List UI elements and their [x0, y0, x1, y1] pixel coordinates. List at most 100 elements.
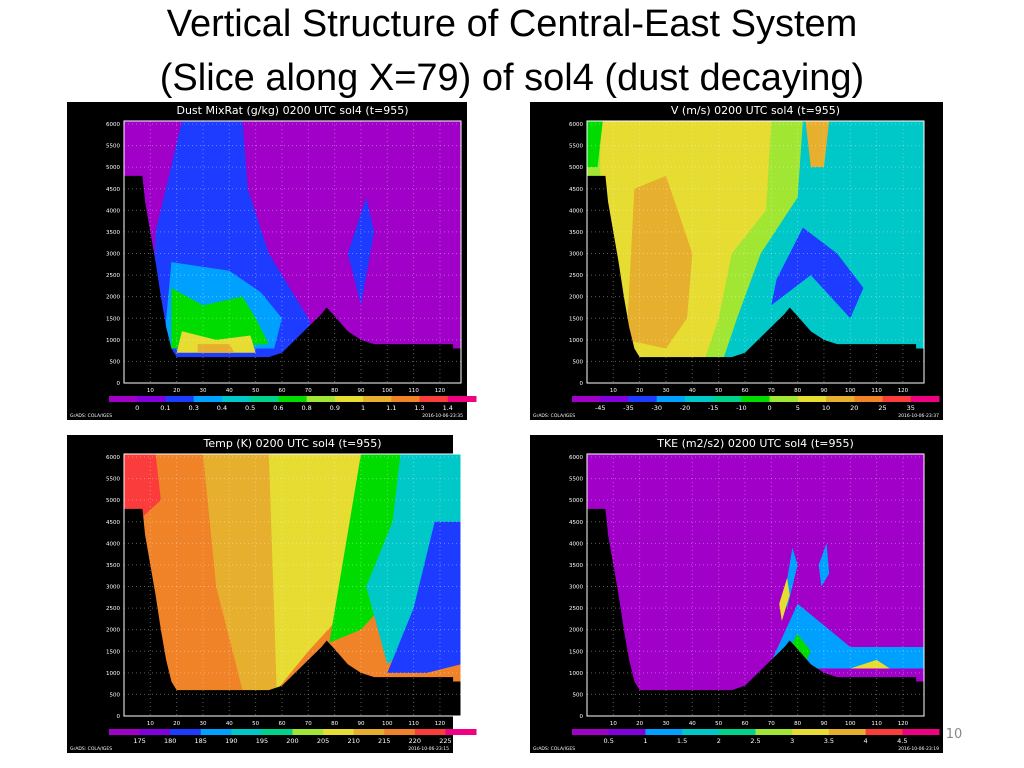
y-tick-label: 1000	[106, 338, 120, 344]
footer-left: GrADS: COLA/IGES	[533, 413, 575, 419]
y-tick-label: 0	[580, 381, 584, 387]
colorbar-label: 185	[195, 737, 207, 745]
colorbar-swatch	[323, 729, 355, 735]
y-tick-label: 2000	[569, 628, 583, 634]
x-tick-label: 70	[768, 721, 775, 727]
colorbar-label: 4.5	[897, 737, 907, 745]
footer-right: 2016-10-06-23:15	[408, 746, 449, 752]
colorbar-swatch	[334, 396, 364, 402]
x-tick-label: 110	[408, 388, 419, 394]
colorbar-label: -30	[651, 404, 662, 412]
colorbar-label: 0.4	[217, 404, 227, 412]
x-tick-label: 90	[820, 388, 827, 394]
colorbar-swatch	[608, 729, 646, 735]
panel-title: Dust MixRat (g/kg) 0200 UTC sol4 (t=955)	[176, 104, 408, 117]
x-tick-label: 80	[794, 721, 801, 727]
y-tick-label: 3000	[106, 252, 120, 258]
y-tick-label: 4000	[106, 208, 120, 214]
colorbar-label: 200	[286, 737, 298, 745]
x-tick-label: 80	[331, 388, 338, 394]
contour-region	[347, 197, 375, 306]
colorbar-label: 35	[907, 404, 915, 412]
plot-frame	[123, 120, 462, 384]
figure-panel: Temp (K) 0200 UTC sol4 (t=955) 0 500 1000 15…	[67, 435, 477, 753]
colorbar-label: 0	[135, 404, 139, 412]
contour-region	[176, 331, 256, 353]
x-tick-label: 40	[689, 388, 696, 394]
terrain	[124, 175, 461, 383]
x-tick-label: 100	[382, 721, 393, 727]
y-tick-label: 500	[110, 359, 121, 365]
y-tick-label: 3500	[106, 230, 120, 236]
contour-region	[805, 121, 830, 168]
colorbar-swatch	[384, 729, 416, 735]
colorbar-swatch	[278, 396, 308, 402]
y-tick-label: 2000	[569, 295, 583, 301]
x-tick-label: 120	[435, 388, 446, 394]
y-tick-label: 2500	[106, 273, 120, 279]
x-tick-label: 20	[636, 388, 643, 394]
colorbar-label: 225	[439, 737, 451, 745]
colorbar-label: 0.1	[160, 404, 170, 412]
y-tick-label: 6000	[569, 122, 583, 128]
x-tick-label: 30	[199, 388, 206, 394]
y-tick-label: 3000	[569, 585, 583, 591]
colorbar-swatch	[645, 729, 683, 735]
x-tick-label: 50	[715, 388, 722, 394]
x-tick-label: 110	[871, 721, 882, 727]
colorbar-swatch	[221, 396, 251, 402]
y-tick-label: 1500	[106, 316, 120, 322]
colorbar-label: 1.4	[443, 404, 453, 412]
footer-right: 2016-10-06-23:37	[898, 413, 939, 419]
x-tick-label: 50	[252, 721, 259, 727]
colorbar-label: -35	[623, 404, 634, 412]
colorbar-swatch	[718, 729, 756, 735]
slide-title: (Slice along X=79) of sol4 (dust decayin…	[159, 57, 865, 99]
colorbar-swatch	[792, 729, 830, 735]
figure-panel: V (m/s) 0200 UTC sol4 (t=955)05001000150…	[530, 102, 943, 420]
y-tick-label: 0	[580, 714, 584, 720]
x-tick-label: 20	[173, 721, 180, 727]
x-tick-label: 20	[173, 388, 180, 394]
y-tick-label: 0	[117, 714, 121, 720]
colorbar-swatch	[137, 396, 166, 402]
y-tick-label: 2000	[106, 628, 120, 634]
x-tick-label: 30	[662, 721, 669, 727]
colorbar-label: 20	[850, 404, 858, 412]
x-tick-label: 120	[435, 721, 446, 727]
x-tick-label: 90	[357, 388, 364, 394]
contour-region	[202, 454, 282, 691]
colorbar-swatch	[741, 396, 771, 402]
y-tick-label: 1000	[106, 671, 120, 677]
colorbar-swatch	[250, 396, 279, 402]
colorbar-swatch	[445, 729, 477, 735]
contour-region	[850, 659, 890, 669]
colorbar-swatch	[854, 396, 884, 402]
colorbar-label: 1	[643, 737, 647, 745]
colorbar-swatch	[231, 729, 263, 735]
colorbar-label: 210	[347, 737, 359, 745]
colorbar-swatch	[419, 396, 449, 402]
y-tick-label: 1500	[569, 649, 583, 655]
y-tick-label: 4500	[569, 187, 583, 193]
y-tick-label: 4000	[569, 208, 583, 214]
x-tick-label: 40	[226, 721, 233, 727]
colorbar-swatch	[628, 396, 658, 402]
colorbar-swatch	[865, 729, 903, 735]
colorbar-label: -15	[708, 404, 719, 412]
terrain	[124, 508, 461, 716]
contour-region	[124, 454, 161, 522]
x-tick-label: 120	[898, 388, 909, 394]
colorbar-swatch	[797, 396, 827, 402]
terrain	[587, 508, 924, 716]
y-tick-label: 3500	[569, 563, 583, 569]
colorbar-label: 1	[361, 404, 365, 412]
footer-left: GrADS: COLA/IGES	[533, 746, 575, 752]
x-tick-label: 40	[226, 388, 233, 394]
y-tick-label: 1500	[569, 316, 583, 322]
colorbar-swatch	[755, 729, 793, 735]
y-tick-label: 500	[110, 692, 121, 698]
x-tick-label: 30	[199, 721, 206, 727]
